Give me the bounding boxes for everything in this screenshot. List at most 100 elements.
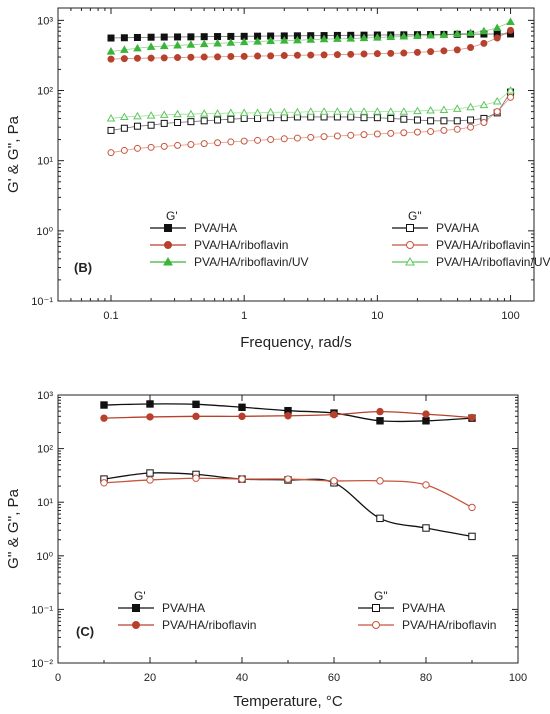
data-point — [133, 33, 141, 41]
data-point — [254, 114, 262, 122]
data-point — [106, 113, 116, 122]
data-point — [320, 133, 328, 141]
chart-panel-2: 0 20 40 60 80 100 10⁻² 10⁻¹ 10⁰ 10¹ 10² 10³ Temperat… — [5, 390, 527, 710]
legend-swatch-marker — [372, 604, 380, 612]
data-point — [293, 51, 301, 59]
data-point — [120, 124, 128, 132]
data-point — [267, 52, 275, 60]
data-point — [293, 35, 302, 44]
data-point — [307, 133, 315, 141]
data-point — [160, 142, 168, 150]
x-tick-label: 20 — [144, 672, 156, 684]
data-point — [107, 34, 115, 42]
y-tick-label: 10⁻² — [31, 658, 53, 670]
data-point — [186, 109, 196, 118]
x-axis-label: Temperature, °C — [233, 693, 343, 710]
data-point — [320, 113, 328, 121]
data-point — [120, 112, 129, 121]
data-point — [359, 107, 369, 115]
data-point — [468, 413, 476, 422]
series-4 — [100, 474, 476, 512]
data-point — [147, 121, 155, 129]
legend-entry-label: PVA/HA/riboflavin — [402, 618, 496, 632]
data-point — [133, 122, 141, 130]
data-point — [146, 400, 154, 408]
data-point — [468, 532, 476, 541]
legend-header-loss: G" — [374, 589, 388, 603]
data-point — [266, 36, 275, 44]
data-point — [333, 107, 342, 115]
data-point — [452, 104, 462, 112]
data-point — [467, 116, 475, 124]
data-point — [107, 126, 115, 134]
data-point — [239, 108, 249, 116]
legend-swatch-marker — [132, 621, 140, 629]
data-point — [440, 126, 448, 134]
data-point — [319, 34, 329, 43]
data-point — [192, 474, 200, 482]
data-point — [453, 46, 461, 54]
legend-swatch-marker — [406, 224, 414, 232]
y-tick-label: 10⁰ — [36, 226, 53, 238]
data-point — [100, 414, 108, 422]
y-tick-label: 10¹ — [37, 156, 53, 168]
data-point — [240, 114, 248, 122]
series-2 — [107, 26, 515, 63]
data-point — [333, 51, 341, 59]
data-point — [506, 86, 515, 94]
data-point — [159, 110, 169, 118]
legend-swatch-marker — [405, 256, 415, 266]
data-point — [387, 129, 395, 137]
data-point — [480, 39, 488, 47]
data-point — [133, 54, 141, 62]
data-point — [160, 54, 168, 62]
data-point — [373, 130, 381, 138]
data-point — [240, 137, 248, 145]
data-point — [213, 109, 222, 117]
data-point — [306, 35, 316, 43]
data-point — [200, 140, 208, 148]
data-point — [254, 52, 262, 60]
data-point — [400, 129, 408, 137]
data-point — [507, 93, 515, 101]
data-point — [187, 53, 195, 61]
data-point — [192, 400, 200, 409]
data-point — [107, 149, 115, 157]
data-point — [386, 32, 396, 41]
y-tick-label: 10² — [37, 444, 53, 456]
data-point — [240, 52, 248, 60]
data-point — [266, 107, 275, 116]
data-point — [386, 107, 396, 115]
data-point — [440, 47, 448, 55]
data-point — [284, 412, 292, 420]
data-point — [146, 413, 154, 421]
data-point — [133, 111, 142, 120]
data-point — [120, 55, 128, 63]
data-point — [160, 33, 168, 41]
data-point — [100, 401, 108, 409]
legend-header-storage: G' — [166, 209, 178, 223]
legend-entry-label: PVA/HA/riboflavin — [436, 238, 530, 252]
data-point — [373, 50, 381, 58]
x-tick-label: 0.1 — [103, 310, 118, 322]
data-point — [192, 412, 200, 421]
series-2 — [100, 407, 476, 422]
legend-swatch-marker — [406, 241, 414, 249]
data-point — [360, 50, 368, 58]
data-point — [280, 114, 288, 122]
legend-entry-label: PVA/HA — [194, 221, 237, 235]
legend: G' G" PVA/HA PVA/HA/riboflavin PVA/HA PVA/HA/… — [118, 589, 496, 632]
data-point — [376, 477, 384, 485]
data-point — [280, 52, 288, 60]
data-point — [333, 34, 342, 42]
data-point — [174, 119, 182, 127]
data-point — [376, 407, 384, 416]
data-point — [279, 36, 289, 44]
data-point — [214, 139, 222, 147]
data-point — [280, 135, 288, 143]
data-point — [373, 107, 382, 115]
y-axis-label: G'' & G'', Pa — [5, 488, 22, 568]
data-point — [466, 102, 475, 111]
data-point — [254, 136, 262, 144]
data-point — [506, 17, 515, 26]
